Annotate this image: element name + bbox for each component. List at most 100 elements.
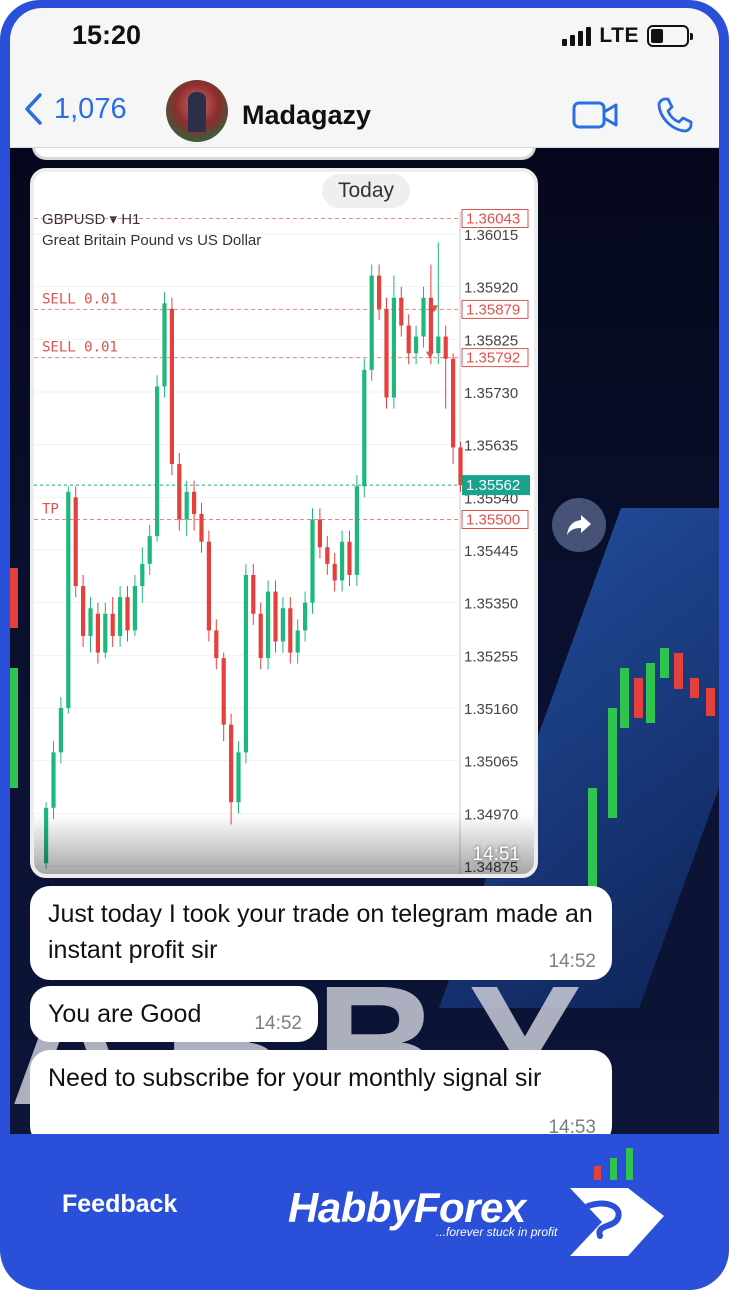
image-overlay bbox=[34, 814, 534, 874]
network-label: LTE bbox=[599, 24, 639, 47]
brand-logo-icon bbox=[570, 1148, 664, 1256]
price-tick-label: 1.35065 bbox=[464, 754, 518, 771]
candle-body bbox=[206, 541, 211, 631]
previous-image-edge bbox=[32, 148, 536, 160]
candle-body bbox=[391, 297, 396, 398]
order-label: SELL 0.01 bbox=[42, 291, 118, 307]
order-price-label: 1.35879 bbox=[466, 301, 520, 318]
chart-description: Great Britain Pound vs US Dollar bbox=[42, 232, 261, 249]
back-button[interactable]: 1,076 bbox=[22, 92, 127, 126]
order-price-box bbox=[461, 299, 529, 319]
order-price-box bbox=[461, 348, 529, 368]
candle-body bbox=[458, 447, 463, 486]
message-text: Need to subscribe for your monthly signa… bbox=[48, 1064, 542, 1092]
candle-body bbox=[443, 336, 448, 359]
candle-body bbox=[73, 497, 78, 587]
candle-body bbox=[436, 336, 441, 354]
candle-body bbox=[177, 464, 182, 520]
status-bar: 15:20 LTE bbox=[10, 8, 719, 66]
message-bubble[interactable]: Just today I took your trade on telegram… bbox=[30, 886, 612, 980]
video-call-icon[interactable] bbox=[572, 100, 618, 130]
avatar[interactable] bbox=[166, 80, 228, 142]
candle-body bbox=[258, 613, 263, 659]
phone-call-icon[interactable] bbox=[656, 96, 694, 134]
candle-body bbox=[221, 658, 226, 725]
candle-body bbox=[184, 491, 189, 520]
candle-body bbox=[243, 574, 248, 753]
candle-body bbox=[303, 602, 308, 631]
order-price-label: 1.35500 bbox=[466, 512, 520, 529]
sell-arrow-icon bbox=[426, 351, 434, 359]
message-bubble[interactable]: You are Good 14:52 bbox=[30, 986, 318, 1042]
current-price-box bbox=[462, 475, 530, 496]
chart-background bbox=[34, 172, 534, 874]
current-price-label: 1.35562 bbox=[466, 477, 520, 494]
candle-body bbox=[295, 630, 300, 653]
candle-body bbox=[280, 608, 285, 642]
order-label: TP bbox=[42, 502, 59, 518]
share-arrow-icon bbox=[567, 515, 591, 535]
brand-wordmark: HabbyForex bbox=[288, 1184, 526, 1231]
candle-body bbox=[362, 369, 367, 487]
candle-body bbox=[125, 597, 130, 631]
message-bubble[interactable]: Need to subscribe for your monthly signa… bbox=[30, 1050, 612, 1134]
sell-arrow-icon bbox=[430, 305, 438, 313]
chevron-left-icon bbox=[25, 93, 42, 125]
message-text: Just today I took your trade on telegram… bbox=[48, 900, 593, 964]
candle-body bbox=[317, 519, 322, 548]
candle-body bbox=[51, 752, 56, 808]
candle-body bbox=[103, 613, 108, 653]
candle-body bbox=[340, 541, 345, 581]
candle-body bbox=[192, 491, 197, 514]
message-time: 14:52 bbox=[254, 1013, 302, 1034]
order-price-box bbox=[461, 208, 529, 228]
phone-screen: 15:20 LTE 1,076 Madagazy bbox=[10, 8, 719, 1134]
candle-body bbox=[199, 513, 204, 542]
contact-name[interactable]: Madagazy bbox=[242, 100, 372, 130]
candle-body bbox=[451, 358, 456, 448]
price-tick-label: 1.35635 bbox=[464, 438, 518, 455]
message-time: 14:52 bbox=[548, 951, 596, 972]
candle-body bbox=[214, 630, 219, 659]
chat-header: 1,076 Madagazy bbox=[10, 66, 719, 148]
price-tick-label: 1.36015 bbox=[464, 227, 518, 244]
candle-body bbox=[140, 563, 145, 587]
date-separator: Today bbox=[322, 174, 411, 208]
message-time: 14:53 bbox=[548, 1117, 596, 1135]
message-text: You are Good bbox=[48, 1000, 202, 1028]
candle-body bbox=[354, 486, 359, 575]
candle-body bbox=[169, 308, 174, 465]
chat-area[interactable]: ABBY F 1.360151.359201.358251.357301.356… bbox=[10, 148, 719, 1134]
candle-body bbox=[384, 308, 389, 398]
signal-icon bbox=[562, 26, 592, 46]
trading-chart: 1.36015 1.35920 1.35825 1.35730 1.35635 1.355… bbox=[34, 172, 534, 874]
forward-button[interactable] bbox=[552, 498, 606, 552]
chart-symbol: GBPUSD ▾ H1 bbox=[42, 211, 140, 228]
candle-body bbox=[155, 386, 160, 537]
candle-body bbox=[236, 752, 241, 803]
price-tick-label: 1.35920 bbox=[464, 280, 518, 297]
price-tick-label: 1.35730 bbox=[464, 385, 518, 402]
candle-body bbox=[132, 586, 137, 631]
price-tick-label: 1.35445 bbox=[464, 543, 518, 560]
candle-body bbox=[406, 325, 411, 354]
candle-body bbox=[147, 536, 152, 564]
status-indicators: LTE bbox=[562, 24, 693, 48]
order-label: SELL 0.01 bbox=[42, 340, 118, 356]
battery-icon bbox=[647, 25, 693, 47]
candle-body bbox=[332, 563, 337, 581]
candle-body bbox=[58, 708, 63, 753]
candle-body bbox=[266, 591, 271, 659]
candle-body bbox=[95, 613, 100, 653]
price-tick-label: 1.35825 bbox=[464, 332, 518, 349]
brand-tagline: ...forever stuck in profit bbox=[436, 1225, 558, 1239]
price-tick-label: 1.35350 bbox=[464, 596, 518, 613]
price-tick-label: 1.35255 bbox=[464, 648, 518, 665]
candle-body bbox=[347, 541, 352, 575]
order-price-label: 1.35792 bbox=[466, 350, 520, 367]
candle-body bbox=[118, 597, 123, 636]
chart-image-message[interactable]: 1.36015 1.35920 1.35825 1.35730 1.35635 1.355… bbox=[30, 168, 538, 878]
unread-count: 1,076 bbox=[54, 92, 127, 125]
candle-body bbox=[273, 591, 278, 642]
